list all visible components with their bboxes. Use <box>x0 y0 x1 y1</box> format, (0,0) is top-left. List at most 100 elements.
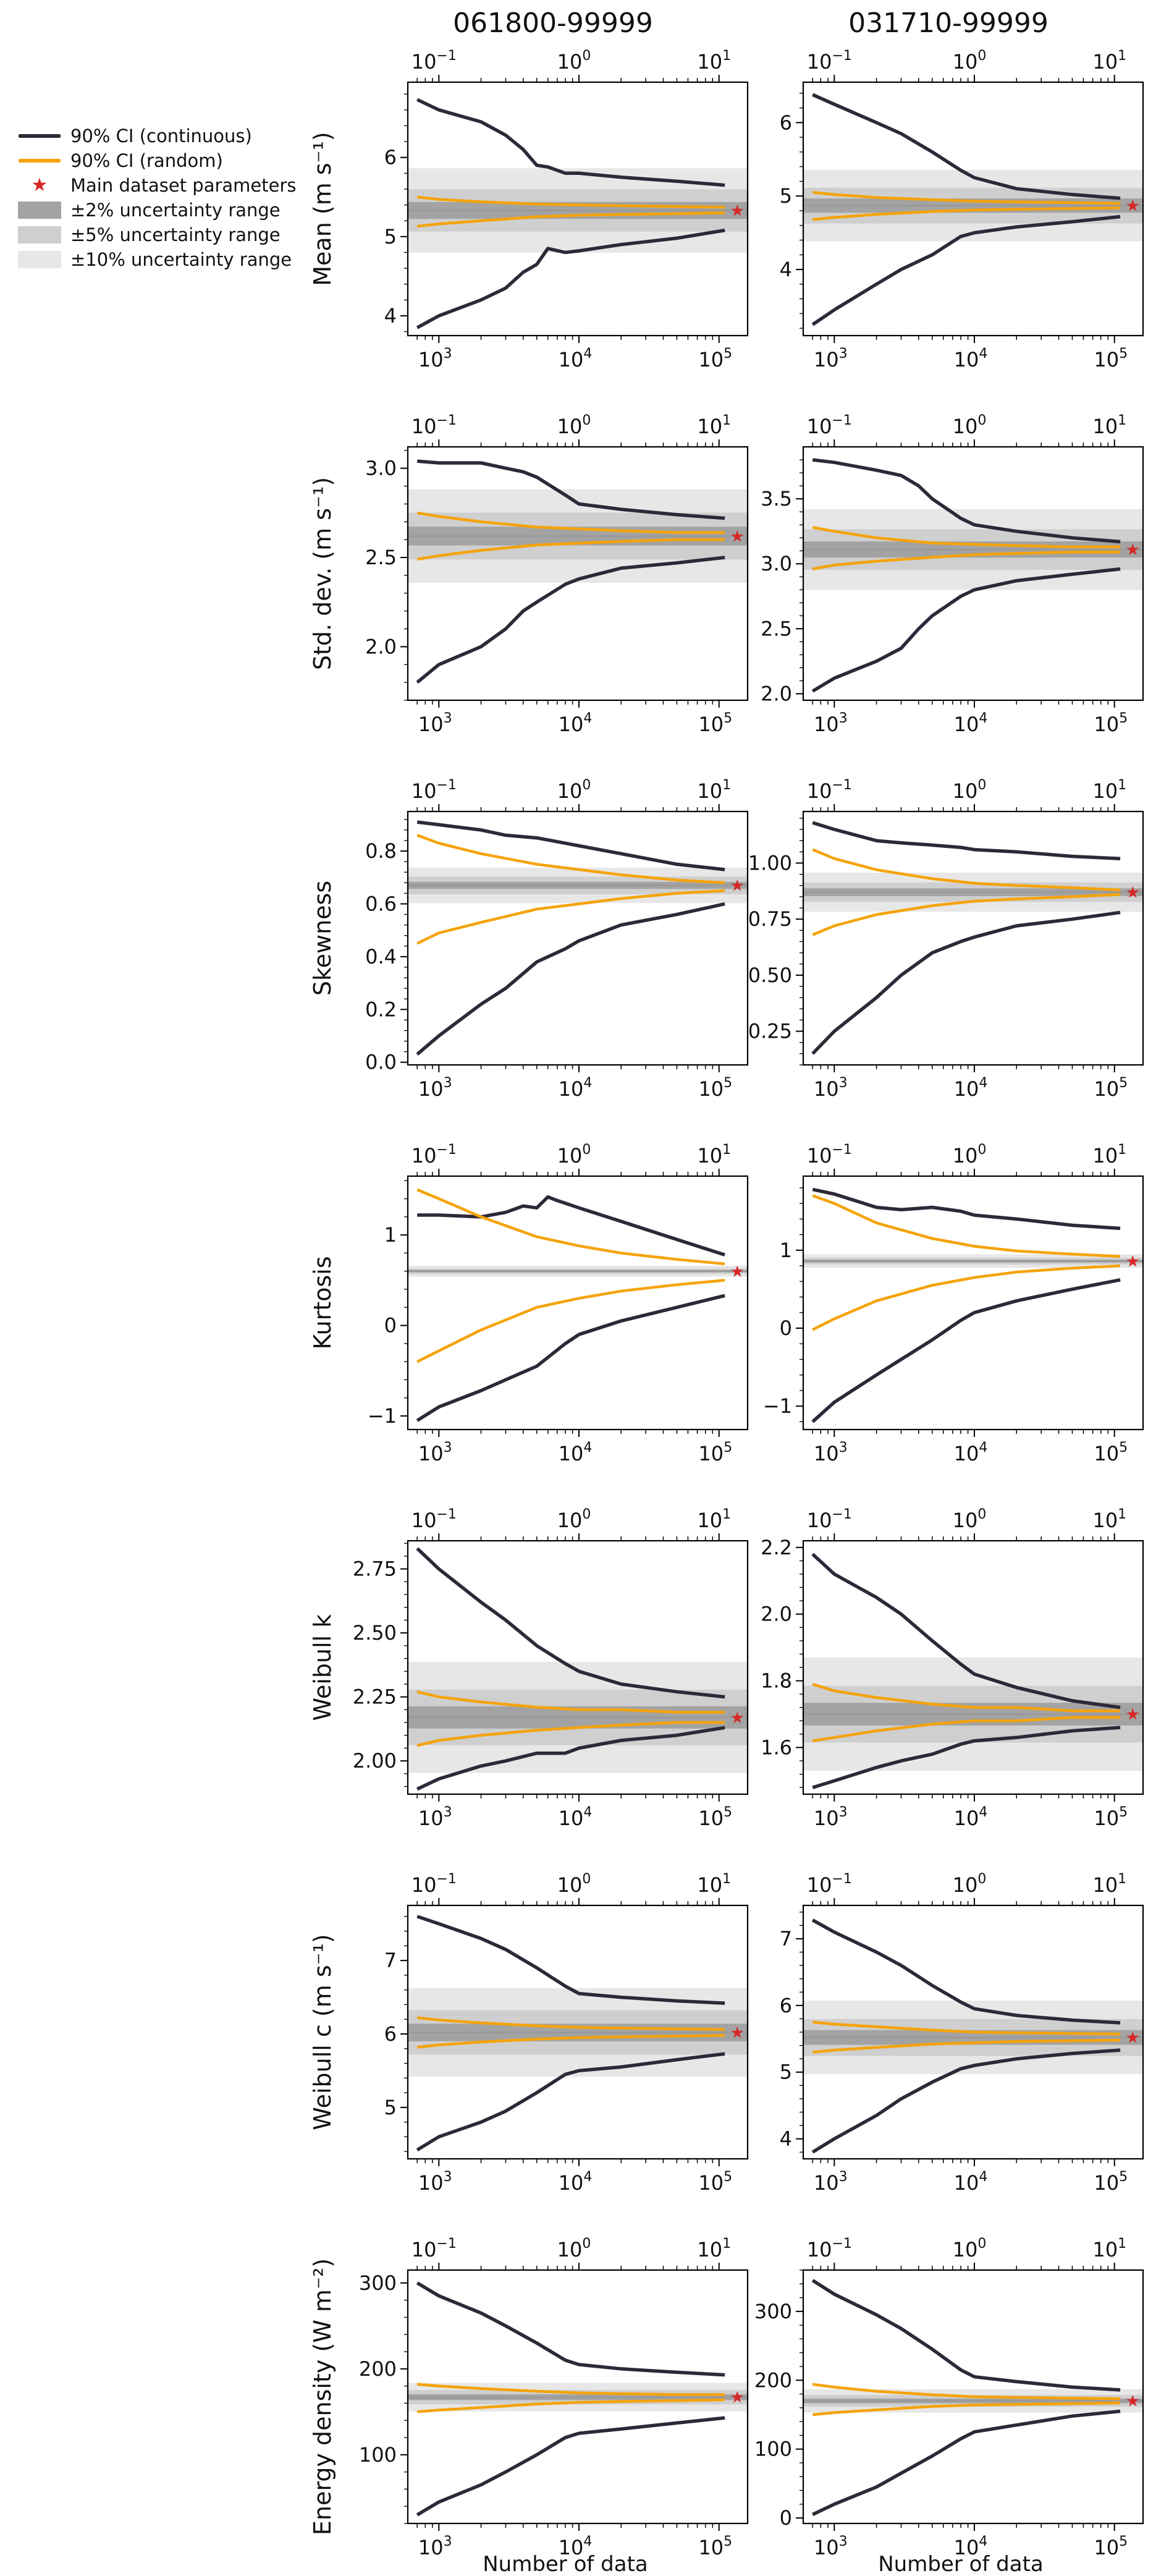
main-parameter-star-icon: ★ <box>1126 2029 1140 2048</box>
tick-base: 10 <box>1092 415 1118 438</box>
x-top-tick-label: 100 <box>557 413 591 438</box>
legend-label: ±5% uncertainty range <box>70 224 281 245</box>
series-line-ci-continuous-upper <box>811 2279 1121 2392</box>
series-line-ci-continuous-lower <box>811 910 1121 1055</box>
tick-exponent: 4 <box>979 1805 987 1820</box>
series-line-ci-continuous-lower <box>416 1726 725 1791</box>
series-line-ci-random-lower <box>417 2398 725 2413</box>
tick-base: 10 <box>557 1509 583 1532</box>
main-parameter-star-icon: ★ <box>730 2389 745 2407</box>
tick-base: 10 <box>814 2171 839 2195</box>
tick-exponent: 4 <box>979 1075 987 1091</box>
tick-base: 10 <box>698 348 724 371</box>
tick-exponent: 0 <box>582 413 591 428</box>
tick-exponent: 1 <box>722 1142 731 1158</box>
y-tick-label: 3.0 <box>761 552 792 575</box>
tick-exponent: 5 <box>1119 2169 1128 2185</box>
y-tick-label: 2.00 <box>353 1749 397 1773</box>
x-axis-label: Number of data <box>878 2552 1044 2576</box>
x-top-tick-label: 101 <box>697 777 731 803</box>
x-top-tick-label: 10−1 <box>807 413 852 438</box>
x-bottom-tick-label: 105 <box>1094 2169 1128 2195</box>
x-bottom-tick-label: 104 <box>559 2534 593 2559</box>
legend-item-10pct-range: ±10% uncertainty range <box>17 247 314 272</box>
series-line-ci-random-upper <box>812 191 1121 205</box>
legend-line-swatch <box>19 134 61 138</box>
legend-label: 90% CI (continuous) <box>70 125 252 146</box>
plot-area <box>803 93 1143 326</box>
series-line-ci-continuous-lower <box>416 1294 725 1422</box>
tick-exponent: −1 <box>436 413 456 428</box>
tick-base: 10 <box>954 1077 979 1101</box>
y-tick-label: 200 <box>359 2357 397 2381</box>
series-line-ci-random-upper <box>416 1188 725 1266</box>
y-tick-label: 0.75 <box>748 907 792 931</box>
tick-exponent: 0 <box>977 413 986 428</box>
tick-exponent: 4 <box>979 2534 987 2549</box>
series-line-ci-continuous-lower <box>812 2409 1121 2516</box>
main-parameter-star-icon: ★ <box>730 2024 745 2043</box>
plot-frame <box>407 1540 749 1795</box>
tick-exponent: 4 <box>979 346 987 362</box>
tick-base: 10 <box>557 779 583 803</box>
x-bottom-tick-label: 103 <box>418 1805 452 1830</box>
tick-base: 10 <box>559 1807 584 1830</box>
y-axis-label: Weibull k <box>309 1614 336 1721</box>
series-line-ci-continuous-upper <box>812 821 1121 860</box>
x-top-tick-label: 101 <box>1092 1507 1126 1532</box>
series-line-ci-continuous-lower <box>811 567 1121 693</box>
tick-exponent: 1 <box>1118 1142 1126 1158</box>
tick-exponent: 1 <box>1118 1507 1126 1522</box>
x-top-tick-label: 100 <box>953 413 987 438</box>
tick-base: 10 <box>697 1873 722 1897</box>
y-tick-label: 6 <box>780 1994 792 2017</box>
legend-label: 90% CI (random) <box>70 150 223 171</box>
tick-base: 10 <box>698 1442 724 1465</box>
x-bottom-tick-label: 104 <box>954 1805 988 1830</box>
tick-exponent: 0 <box>582 48 591 64</box>
plot-frame <box>802 446 1144 701</box>
y-tick-label: 1.6 <box>761 1735 792 1759</box>
tick-base: 10 <box>953 2238 978 2261</box>
tick-base: 10 <box>1094 1077 1119 1101</box>
series-line-ci-continuous-upper <box>416 2281 725 2377</box>
x-top-tick-label: 10−1 <box>807 777 852 803</box>
y-tick-label: 0.25 <box>748 1020 792 1043</box>
x-top-tick-label: 10−1 <box>411 1507 457 1532</box>
tick-base: 10 <box>807 415 832 438</box>
tick-exponent: 0 <box>977 1507 986 1522</box>
tick-base: 10 <box>411 415 437 438</box>
y-tick-label: 2.0 <box>761 682 792 705</box>
tick-exponent: 1 <box>722 1507 731 1522</box>
y-tick-label: 100 <box>359 2443 397 2467</box>
tick-exponent: 5 <box>1119 2534 1128 2549</box>
x-bottom-tick-label: 104 <box>954 2534 988 2559</box>
tick-base: 10 <box>557 1873 583 1897</box>
y-tick-label: 1 <box>780 1239 792 1262</box>
y-tick-label: 100 <box>754 2438 792 2461</box>
tick-exponent: 1 <box>722 1871 731 1887</box>
y-tick-label: 200 <box>754 2368 792 2392</box>
main-parameter-star-icon: ★ <box>1126 2392 1140 2411</box>
series-line-ci-random-lower <box>812 206 1121 221</box>
tick-exponent: 0 <box>582 1871 591 1887</box>
tick-exponent: 0 <box>582 777 591 793</box>
main-parameter-star-icon: ★ <box>1126 884 1140 902</box>
plot-frame <box>802 810 1144 1066</box>
tick-exponent: 5 <box>724 711 732 726</box>
series-line-ci-continuous-upper <box>812 458 1121 544</box>
legend-label: ±10% uncertainty range <box>70 249 292 270</box>
tick-exponent: −1 <box>436 777 456 793</box>
tick-base: 10 <box>418 1077 444 1101</box>
series-line-ci-random-upper <box>416 834 725 884</box>
x-bottom-tick-label: 103 <box>418 1440 452 1465</box>
tick-base: 10 <box>814 1807 839 1830</box>
plot-frame <box>407 810 749 1066</box>
y-tick-label: 1.00 <box>748 851 792 875</box>
tick-exponent: −1 <box>832 413 851 428</box>
tick-exponent: 5 <box>724 346 732 362</box>
